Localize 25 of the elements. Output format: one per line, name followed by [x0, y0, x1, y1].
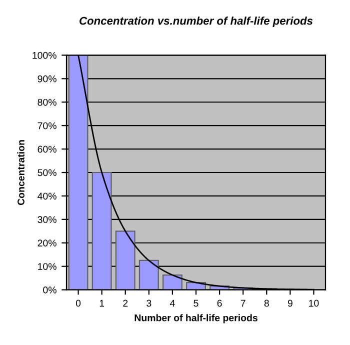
- y-tick-label: 30%: [38, 216, 56, 224]
- x-tick-label: 7: [240, 300, 246, 307]
- x-tick-label: 6: [217, 300, 222, 307]
- y-tick-label: 100%: [32, 52, 56, 59]
- y-tick-label: 0%: [43, 286, 56, 294]
- y-tick-label: 90%: [38, 75, 56, 82]
- y-tick-label: 70%: [38, 122, 56, 130]
- y-tick-label: 80%: [38, 98, 56, 106]
- y-tick-label: 60%: [38, 146, 56, 153]
- chart-title: Concentration vs.number of half-life periods: [80, 16, 313, 27]
- y-tick-label: 20%: [38, 240, 56, 246]
- x-tick-label: 0: [76, 300, 81, 307]
- y-axis-title: Concentration: [17, 140, 24, 206]
- x-tick-label: 8: [264, 300, 269, 307]
- x-tick-label: 10: [309, 300, 319, 307]
- x-tick-label: 4: [170, 300, 175, 307]
- x-tick-label: 1: [100, 300, 104, 307]
- x-tick-label: 5: [194, 300, 198, 307]
- y-tick-label: 10%: [38, 263, 56, 270]
- x-tick-label: 3: [146, 300, 152, 307]
- x-tick-label: 9: [288, 300, 292, 307]
- x-axis-title: Number of half-life periods: [134, 314, 258, 324]
- x-tick-label: 2: [123, 300, 128, 307]
- y-tick-label: 40%: [38, 192, 56, 200]
- y-tick-label: 50%: [38, 169, 56, 176]
